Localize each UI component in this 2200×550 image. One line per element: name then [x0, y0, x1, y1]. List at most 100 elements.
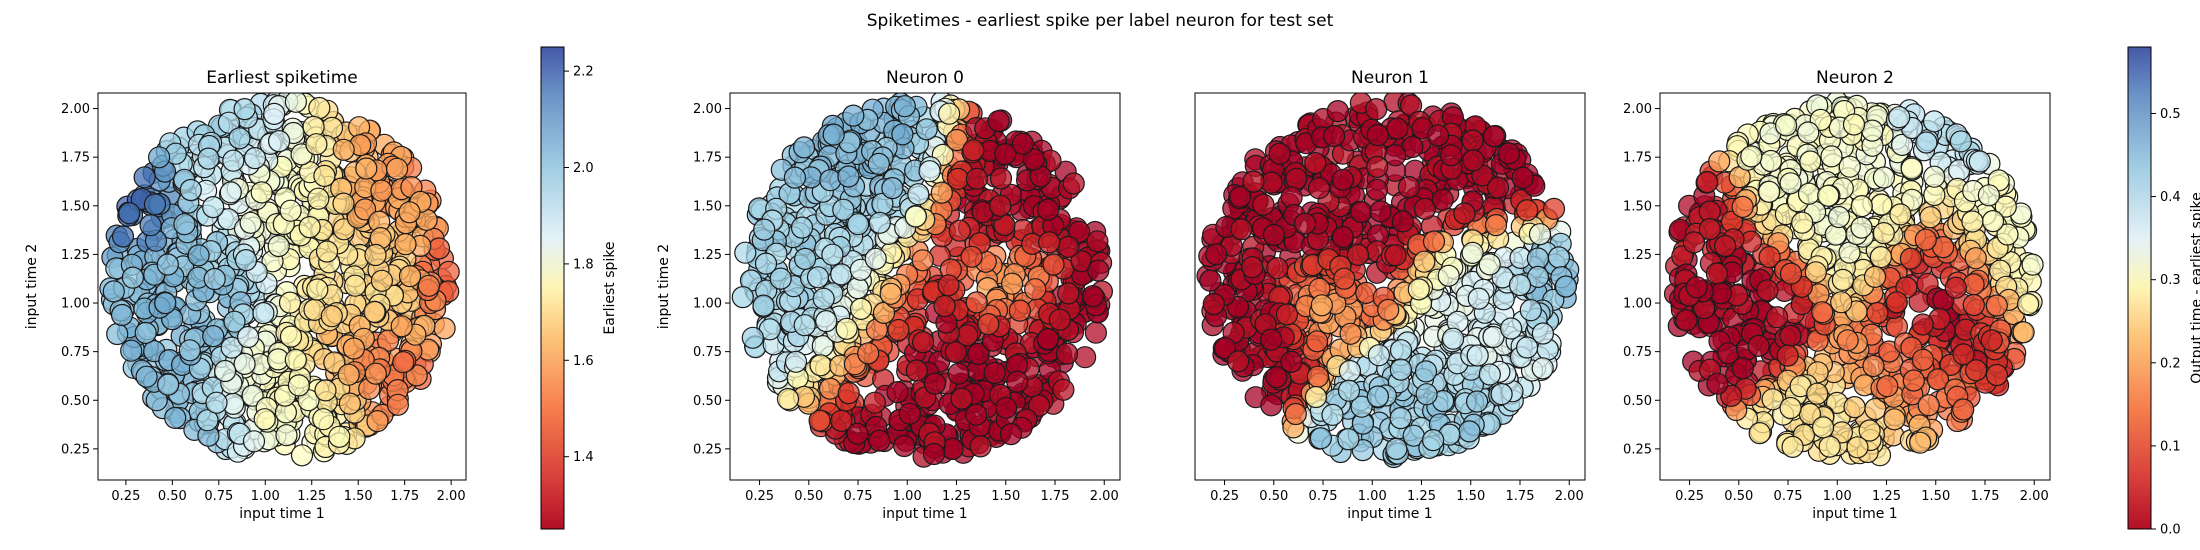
scatter-point: [1774, 114, 1798, 137]
scatter-point: [354, 198, 377, 221]
scatter-point: [1799, 150, 1822, 173]
x-tick-label: 1.00: [251, 489, 280, 504]
scatter-point: [731, 286, 754, 309]
scatter-point: [287, 374, 310, 397]
chart-earliest: Earliest spiketime 0.25 0.50 0.75 1.00 1.25 1.…: [24, 46, 618, 530]
scatter-point: [121, 266, 144, 289]
scatter-point: [228, 127, 251, 150]
x-tick-label: 0.75: [204, 489, 233, 504]
colorbar-tick-label: 2.2: [573, 65, 594, 80]
points: [99, 93, 460, 467]
colorbar-tick-label: 0.5: [2160, 107, 2181, 122]
scatter-point: [1084, 321, 1108, 344]
scatter-point: [1413, 197, 1437, 220]
scatter-point: [962, 139, 985, 162]
chart-neuron0: Neuron 0 0.25 0.50 0.75 1.00 1.25 1.50 1.75 2.00…: [656, 68, 1121, 522]
scatter-point: [1453, 202, 1476, 225]
scatter-point: [868, 211, 891, 234]
scatter-point: [298, 216, 321, 239]
scatter-point: [863, 391, 886, 414]
scatter-point: [1698, 218, 1721, 241]
scatter-point: [864, 247, 887, 270]
scatter-point: [1366, 385, 1390, 408]
scatter-point: [846, 213, 870, 236]
scatter-point: [950, 387, 973, 410]
scatter-point: [1024, 278, 1047, 301]
scatter-point: [1309, 427, 1333, 450]
scatter-point: [173, 213, 196, 236]
scatter-point: [956, 324, 979, 347]
scatter-point: [812, 287, 835, 310]
y-tick-label: 2.00: [61, 102, 90, 117]
scatter-point: [741, 326, 764, 349]
scatter-point: [937, 274, 960, 297]
scatter-point: [1515, 199, 1539, 222]
scatter-point: [1086, 230, 1109, 253]
scatter-point: [1985, 363, 2009, 387]
scatter-point: [868, 429, 891, 452]
scatter-point: [203, 267, 226, 291]
y-tick-label: 1.25: [693, 248, 722, 263]
scatter-point: [363, 300, 386, 323]
scatter-point: [220, 336, 243, 359]
scatter-point: [1337, 428, 1360, 451]
scatter-point: [1241, 256, 1264, 279]
scatter-point: [342, 337, 365, 360]
scatter-point: [196, 409, 219, 432]
scatter-point: [1996, 223, 2019, 246]
scatter-point: [219, 181, 242, 204]
x-tick-label: 1.50: [991, 489, 1020, 504]
scatter-point: [1817, 184, 1840, 207]
scatter-point: [994, 142, 1017, 166]
scatter-point: [1885, 291, 1908, 314]
scatter-point: [1797, 121, 1820, 144]
scatter-point: [842, 104, 865, 127]
colorbar-tick-label: 0.2: [2160, 356, 2181, 371]
scatter-point: [332, 138, 355, 161]
scatter-point: [1484, 214, 1508, 237]
scatter-point: [1467, 287, 1490, 310]
scatter-point: [370, 179, 393, 202]
scatter-point: [815, 310, 838, 333]
scatter-point: [1022, 148, 1045, 171]
colorbar-label: Earliest spike: [602, 241, 618, 334]
y-tick-label: 1.25: [1623, 248, 1652, 263]
scatter-point: [202, 196, 225, 219]
scatter-point: [1797, 182, 1821, 205]
scatter-point: [960, 245, 983, 268]
scatter-point: [1980, 329, 2003, 352]
scatter-point: [1260, 394, 1283, 417]
y-tick-label: 1.00: [61, 297, 90, 312]
scatter-point: [1713, 234, 1737, 258]
scatter-point: [279, 325, 303, 348]
scatter-point: [278, 291, 302, 314]
scatter-point: [1508, 273, 1532, 297]
scatter-point: [987, 109, 1010, 133]
scatter-point: [1888, 106, 1911, 129]
scatter-point: [1386, 117, 1409, 140]
scatter-point: [275, 424, 298, 447]
scatter-point: [1465, 390, 1489, 413]
scatter-point: [1952, 398, 1975, 421]
x-tick-label: 2.00: [1090, 489, 1119, 504]
axes-frame: [1659, 92, 2051, 481]
y-axis-label: input time 2: [24, 244, 40, 329]
x-tick-label: 1.25: [1407, 489, 1436, 504]
scatter-point: [1000, 272, 1024, 295]
colorbar-tick-label: 0.0: [2160, 523, 2181, 538]
colorbar-gradient: [540, 46, 565, 530]
colorbar-tick-label: 0.3: [2160, 273, 2181, 288]
y-tick-label: 2.00: [1623, 102, 1652, 117]
scatter-point: [776, 387, 800, 411]
scatter-point: [364, 243, 387, 267]
scatter-point: [1830, 291, 1853, 314]
scatter-point: [205, 391, 228, 414]
scatter-point: [1843, 396, 1866, 419]
scatter-point: [893, 95, 916, 118]
scatter-point: [999, 423, 1023, 446]
scatter-point: [1280, 350, 1303, 373]
scatter-point: [1779, 262, 1803, 285]
scatter-point: [922, 442, 946, 466]
scatter-point: [1923, 165, 1946, 188]
